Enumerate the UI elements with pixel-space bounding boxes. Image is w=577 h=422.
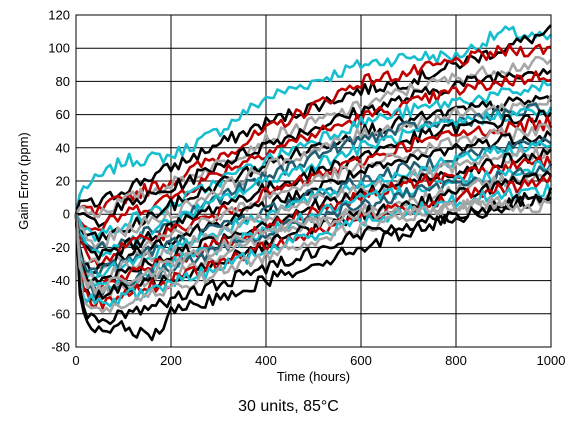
- x-axis-title: Time (hours): [277, 369, 350, 384]
- series-line-23: [74, 165, 553, 300]
- series-line-11: [74, 106, 553, 257]
- series-line-25: [74, 174, 553, 310]
- y-axis-title: Gain Error (ppm): [16, 132, 31, 230]
- y-tick-label: -60: [51, 306, 70, 321]
- series-lines: [74, 24, 553, 342]
- x-tick-label: 800: [445, 353, 467, 368]
- series-line-6: [74, 70, 552, 232]
- y-tick-label: -80: [51, 340, 70, 355]
- series-line-21: [74, 160, 553, 290]
- series-line-29: [74, 193, 552, 342]
- series-line-27: [74, 192, 552, 314]
- series-line-8: [74, 95, 553, 243]
- plot-frame: [75, 14, 552, 348]
- series-line-15: [74, 130, 552, 274]
- series-line-3: [74, 43, 552, 218]
- x-tick-label: 0: [72, 353, 79, 368]
- series-line-9: [74, 94, 553, 250]
- series-line-5: [76, 68, 552, 228]
- y-tick-label: 100: [48, 41, 70, 56]
- y-tick-label: 80: [56, 74, 70, 89]
- series-line-12: [74, 109, 553, 261]
- series-line-4: [74, 55, 552, 219]
- y-tick-label: 120: [48, 8, 70, 23]
- series-line-1: [74, 25, 553, 215]
- series-line-30: [74, 198, 551, 295]
- chart-caption: 30 units, 85°C: [238, 398, 339, 415]
- y-tick-label: 0: [63, 207, 70, 222]
- x-tick-label: 1000: [537, 353, 566, 368]
- x-tick-label: 600: [350, 353, 372, 368]
- x-tick-label: 200: [160, 353, 182, 368]
- series-line-20: [74, 155, 553, 296]
- y-tick-label: 40: [56, 140, 70, 155]
- y-tick-label: 20: [56, 174, 70, 189]
- y-tick-label: 60: [56, 107, 70, 122]
- x-tick-label: 400: [255, 353, 277, 368]
- tick-labels: -80 -60 -40 -20 0 20 40 60 80 100 120 0 200 400 600 800…: [48, 8, 565, 369]
- y-tick-label: -20: [51, 240, 70, 255]
- y-tick-label: -40: [51, 273, 70, 288]
